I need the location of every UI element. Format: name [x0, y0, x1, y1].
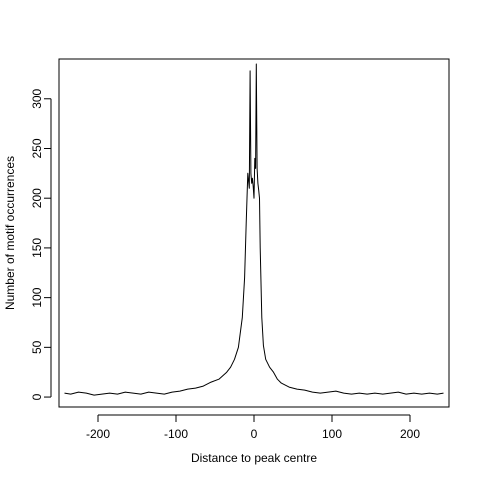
series-layer	[64, 63, 444, 396]
x-tick-label: 0	[251, 427, 258, 441]
y-tick-label: 200	[30, 188, 44, 208]
x-tick-label: 100	[322, 427, 342, 441]
y-axis-title: Number of motif occurrences	[3, 156, 17, 310]
x-tick-label: 200	[400, 427, 420, 441]
y-tick-label: 0	[30, 393, 44, 400]
y-axis: 0 50 100 150 200 250 300	[30, 88, 52, 400]
series-line	[64, 63, 444, 396]
x-axis: -200 -100 0 100 200	[86, 414, 420, 441]
y-tick-label: 50	[30, 340, 44, 354]
y-tick-label: 100	[30, 287, 44, 307]
y-tick-label: 150	[30, 238, 44, 258]
plot-frame	[58, 58, 450, 408]
x-tick-label: -200	[86, 427, 110, 441]
x-tick-label: -100	[164, 427, 188, 441]
y-tick-label: 250	[30, 138, 44, 158]
x-axis-title: Distance to peak centre	[191, 451, 317, 465]
y-tick-label: 300	[30, 88, 44, 108]
